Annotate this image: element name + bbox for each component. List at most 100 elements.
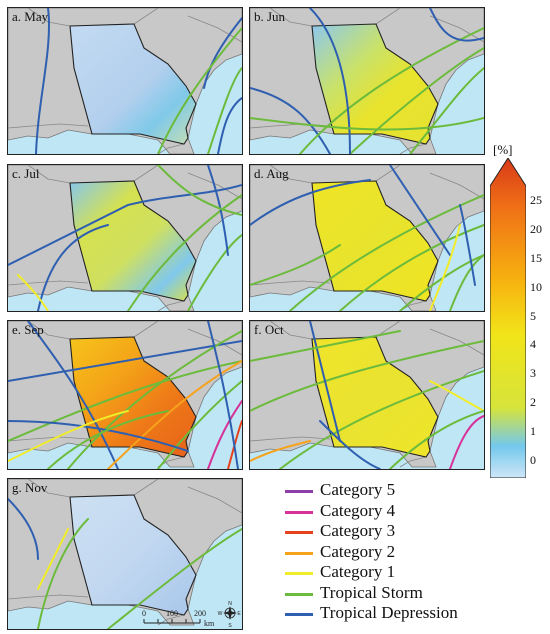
state-border bbox=[429, 172, 484, 200]
map-aug bbox=[250, 165, 484, 311]
panel-label: g. Nov bbox=[12, 480, 48, 495]
compass-label: S bbox=[228, 623, 232, 629]
storm-track bbox=[309, 8, 351, 154]
state-border bbox=[133, 8, 159, 25]
storm-track bbox=[187, 234, 242, 311]
state-border bbox=[375, 165, 401, 182]
map-panel-may: a. May bbox=[7, 7, 243, 155]
storm-track bbox=[8, 340, 242, 382]
state-border bbox=[269, 165, 313, 184]
colorbar-unit: [%] bbox=[493, 142, 513, 157]
colorbar-tick: 3 bbox=[530, 366, 536, 381]
georgia-shape bbox=[311, 336, 439, 458]
storm-track bbox=[349, 47, 484, 154]
storm-track bbox=[107, 528, 242, 629]
scale-bar-unit: km bbox=[204, 619, 215, 628]
state-border bbox=[269, 321, 313, 340]
state-border bbox=[157, 143, 185, 154]
panel-label: b. Jun bbox=[254, 9, 286, 24]
panel-label: a. May bbox=[12, 9, 49, 24]
panel-label: c. Jul bbox=[12, 166, 40, 181]
legend-item-category-2: Category 2 bbox=[285, 542, 535, 563]
storm-track bbox=[107, 360, 242, 469]
compass-label: E bbox=[237, 611, 241, 617]
state-border bbox=[375, 8, 401, 25]
georgia-shape bbox=[311, 180, 439, 302]
state-border bbox=[399, 143, 427, 154]
storm-track bbox=[250, 244, 341, 286]
storm-track bbox=[35, 8, 51, 154]
compass-label: N bbox=[228, 601, 232, 607]
state-border bbox=[27, 165, 71, 184]
legend-label: Category 1 bbox=[320, 562, 396, 581]
legend-swatch bbox=[285, 613, 313, 616]
state-border bbox=[27, 479, 71, 498]
legend-label: Category 5 bbox=[320, 480, 396, 499]
georgia-shape bbox=[69, 336, 197, 458]
storm-track bbox=[203, 17, 242, 89]
legend-label: Category 4 bbox=[320, 500, 396, 520]
state-border bbox=[187, 172, 242, 200]
panel-label: d. Aug bbox=[254, 166, 289, 181]
storm-track bbox=[37, 518, 89, 629]
map-jul bbox=[8, 165, 242, 311]
storm-track bbox=[157, 165, 242, 216]
storm-track bbox=[207, 400, 242, 469]
storm-track bbox=[8, 360, 242, 442]
colorbar bbox=[490, 158, 526, 478]
map-panel-jul: c. Jul bbox=[7, 164, 243, 312]
state-border bbox=[429, 15, 484, 43]
storm-track bbox=[37, 224, 109, 311]
colorbar-tick: 5 bbox=[530, 308, 536, 323]
map-panel-jun: b. Jun bbox=[249, 7, 485, 155]
storm-track bbox=[8, 184, 242, 266]
legend-item-tropical-depression: Tropical Depression bbox=[285, 603, 535, 624]
compass-label: W bbox=[218, 611, 223, 617]
legend-swatch bbox=[285, 510, 313, 514]
state-border bbox=[399, 456, 427, 468]
storm-track bbox=[299, 27, 484, 154]
state-border bbox=[27, 321, 71, 340]
scale-bar-label: 200 bbox=[194, 609, 206, 618]
state-border bbox=[133, 479, 159, 496]
storm-track bbox=[207, 165, 229, 256]
scale-bar-label: 0 bbox=[142, 609, 146, 618]
storm-track bbox=[429, 380, 484, 412]
storm-track bbox=[429, 8, 484, 42]
map-panel-aug: d. Aug bbox=[249, 164, 485, 312]
map-panel-sep: e. Sep bbox=[7, 320, 243, 470]
storm-track bbox=[157, 27, 242, 154]
legend-swatch bbox=[285, 490, 313, 493]
storm-track bbox=[319, 420, 381, 469]
storm-track bbox=[279, 370, 484, 469]
storm-track bbox=[8, 420, 189, 452]
panel-label: e. Sep bbox=[12, 322, 44, 337]
storm-track bbox=[227, 420, 242, 469]
storm-track bbox=[389, 410, 484, 469]
compass-icon: N SW E bbox=[218, 601, 242, 629]
map-jun bbox=[250, 8, 484, 154]
storm-track bbox=[67, 330, 242, 469]
georgia-shape bbox=[69, 180, 197, 302]
storm-track bbox=[217, 97, 242, 154]
storm-track bbox=[127, 194, 242, 311]
legend-swatch bbox=[285, 572, 313, 575]
legend-item-category-5: Category 5 bbox=[285, 480, 535, 501]
colorbar-tick: 10 bbox=[530, 279, 542, 294]
legend-label: Tropical Depression bbox=[320, 603, 458, 622]
map-may bbox=[8, 8, 242, 154]
legend-label: Category 2 bbox=[320, 541, 396, 561]
state-border bbox=[157, 300, 185, 311]
state-border bbox=[187, 486, 242, 514]
colorbar-tick: 25 bbox=[530, 193, 542, 207]
map-oct bbox=[250, 321, 484, 469]
storm-track bbox=[309, 321, 341, 442]
storm-track bbox=[409, 67, 484, 154]
map-panel-oct: f. Oct bbox=[249, 320, 485, 470]
legend-swatch bbox=[285, 531, 313, 534]
colorbar-tick: 15 bbox=[530, 250, 542, 265]
colorbar-tick: 20 bbox=[530, 221, 542, 236]
storm-track bbox=[8, 498, 39, 560]
storm-track bbox=[250, 117, 484, 131]
